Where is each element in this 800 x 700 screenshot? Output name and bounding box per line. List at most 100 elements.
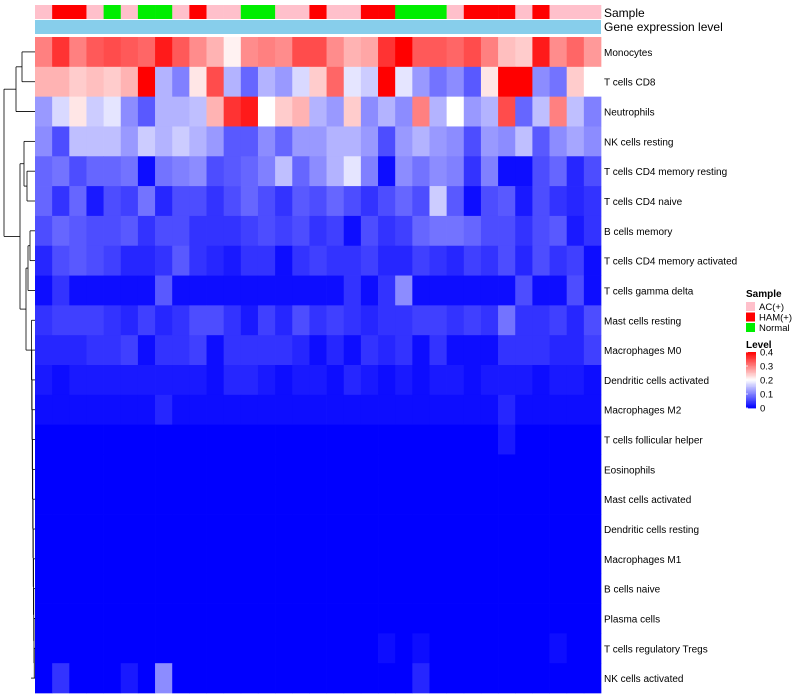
gene-expression-cell (35, 20, 601, 34)
heatmap-cell (326, 663, 345, 694)
heatmap-cell (69, 305, 87, 336)
heatmap-cell (240, 603, 259, 634)
legend-level-gradient-step (746, 398, 756, 400)
heatmap-cell (292, 603, 310, 634)
heatmap-cell (172, 394, 190, 425)
row-label: T cells CD4 naive (604, 197, 683, 208)
heatmap-cell (120, 186, 139, 217)
heatmap-cell (86, 543, 104, 575)
heatmap-cell (52, 186, 70, 217)
heatmap-cell (69, 573, 87, 604)
heatmap-cell (549, 215, 568, 247)
heatmap-cell (206, 156, 225, 187)
heatmap-cell (343, 603, 362, 634)
heatmap-cell (240, 37, 259, 68)
heatmap-cell (155, 543, 173, 575)
sample-annotation-cell (549, 5, 567, 19)
heatmap-cell (429, 126, 447, 157)
sample-annotation-cell (223, 5, 242, 19)
heatmap-cell (86, 335, 104, 366)
legend-level-gradient-step (746, 381, 756, 384)
heatmap-cell (86, 394, 104, 425)
heatmap-cell (583, 186, 602, 217)
heatmap-cell (360, 305, 379, 336)
heatmap-cell (155, 66, 173, 97)
heatmap-cell (532, 454, 550, 485)
legend-level-gradient-step (746, 394, 756, 396)
heatmap-cell (275, 245, 293, 276)
legend-level-gradient-step (746, 402, 756, 405)
heatmap-cell (240, 305, 259, 336)
heatmap-cell (52, 335, 70, 366)
heatmap-cell (275, 305, 293, 336)
heatmap-cell (549, 275, 568, 306)
heatmap-cell (498, 186, 516, 217)
heatmap-cell (343, 156, 362, 187)
heatmap-cell (463, 514, 482, 545)
heatmap-cell (172, 245, 190, 276)
legend-level-gradient-step (746, 373, 756, 375)
legend-level-gradient-step (746, 374, 756, 377)
heatmap-cell (137, 424, 156, 455)
heatmap-cell (103, 66, 122, 97)
heatmap-cell (378, 424, 396, 455)
heatmap-cell (69, 484, 87, 515)
heatmap-cell (240, 454, 259, 485)
heatmap-cell (583, 394, 602, 425)
heatmap-cell (172, 454, 190, 485)
heatmap-cell (275, 514, 293, 545)
legend-level-gradient-step (746, 399, 756, 402)
legend-level-tick-label: 0 (760, 404, 765, 415)
heatmap-cell (446, 275, 465, 306)
heatmap-cell (52, 365, 70, 396)
heatmap-cell (378, 245, 396, 276)
heatmap-cell (326, 633, 345, 664)
sample-annotation-cell (566, 5, 585, 19)
heatmap-cell (240, 663, 259, 694)
heatmap-cell (86, 66, 104, 97)
heatmap-cell (446, 215, 465, 247)
heatmap-cell (498, 663, 516, 694)
heatmap-cell (549, 186, 568, 217)
heatmap-cell (137, 126, 156, 157)
heatmap-cell (69, 663, 87, 694)
heatmap-cell (532, 543, 550, 575)
heatmap-cell (86, 126, 104, 157)
heatmap-cell (155, 633, 173, 664)
heatmap-cell (103, 335, 122, 366)
heatmap-cell (120, 484, 139, 515)
heatmap-cell (69, 454, 87, 485)
heatmap-cell (429, 424, 447, 455)
heatmap-cell (566, 365, 585, 396)
heatmap-cell (566, 305, 585, 336)
heatmap-cell (412, 305, 430, 336)
heatmap-cell (326, 365, 345, 396)
heatmap-cell (463, 633, 482, 664)
heatmap-cell (360, 514, 379, 545)
heatmap-cell (566, 215, 585, 247)
heatmap-cell (378, 335, 396, 366)
heatmap-cell (532, 573, 550, 604)
heatmap-cell (86, 454, 104, 485)
sample-annotation-cell (292, 5, 310, 19)
heatmap-cell (498, 454, 516, 485)
heatmap-cell (532, 633, 550, 664)
heatmap-cell (480, 215, 499, 247)
legend-level-colorbar: 0.4 0.3 0.2 0.1 0 (746, 348, 773, 415)
heatmap-cell (583, 215, 602, 247)
legend-level-gradient-step (746, 382, 756, 385)
heatmap-cell (275, 454, 293, 485)
heatmap-cell (343, 424, 362, 455)
heatmap-cell (120, 215, 139, 247)
heatmap-cell (412, 186, 430, 217)
legend-level-gradient-step (746, 375, 756, 378)
heatmap-cell (429, 365, 447, 396)
heatmap-cell (395, 305, 413, 336)
heatmap-cell (35, 215, 53, 247)
heatmap-cell (223, 394, 242, 425)
heatmap-cell (429, 186, 447, 217)
heatmap-cell (583, 66, 602, 97)
heatmap-cell (480, 37, 499, 68)
heatmap-cell (309, 543, 327, 575)
heatmap-cell (120, 37, 139, 68)
